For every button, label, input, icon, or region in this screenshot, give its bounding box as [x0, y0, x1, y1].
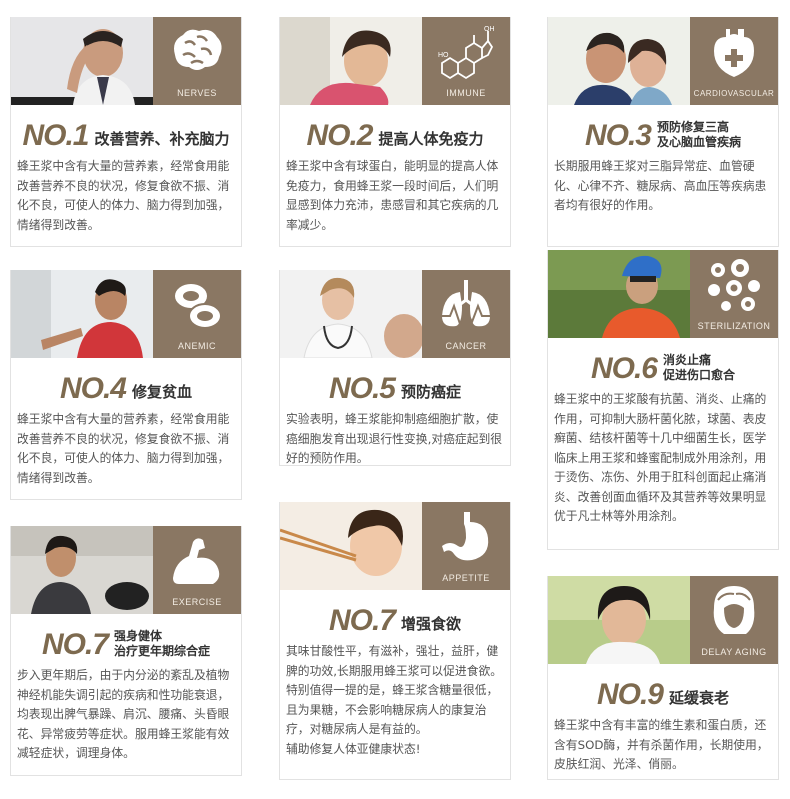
benefit-card-8: APPETITE NO.7 增强食欲 其味甘酸性平，有滋补，强壮，益肝，健脾的功效…: [279, 502, 511, 780]
tile-caption: IMMUNE: [446, 88, 486, 98]
description-paragraph-3: 辅助修复人体亚健康状态!: [286, 741, 421, 756]
tile-caption: STERILIZATION: [697, 321, 771, 331]
item-title: 提高人体免疫力: [378, 130, 484, 148]
photo-elderly-woman: [548, 576, 692, 664]
tile-caption: NERVES: [177, 88, 217, 98]
svg-text:OH: OH: [484, 26, 495, 33]
benefit-card-6: STERILIZATION NO.6 消炎止痛 促进伤口愈合 蜂王浆中的王浆酸有抗菌…: [547, 250, 779, 550]
item-number: NO.4: [59, 372, 127, 405]
description-paragraph-1: 其味甘酸性平，有滋补，强壮，益肝，健脾的功效,长期服用蜂王浆可以促进食欲。: [286, 644, 503, 678]
photo-child-eating: [280, 502, 424, 590]
benefit-card-3: CARDIOVASCULAR NO.3 预防修复三高 及心脑血管疾病 长期服用蜂王浆…: [547, 17, 779, 247]
nerves-tile: NERVES: [153, 17, 241, 105]
appetite-tile: APPETITE: [422, 502, 510, 590]
benefit-card-5: CANCER NO.5 预防癌症 实验表明，蜂王浆能抑制癌细胞扩散，使癌细胞发育出…: [279, 270, 511, 466]
tile-caption: APPETITE: [442, 573, 490, 583]
title-line-1: 强身健体: [114, 629, 163, 643]
stomach-icon: [442, 512, 489, 561]
flexed-arm-icon: [173, 538, 220, 584]
item-description: 蜂王浆中含有大量的营养素，经常食用能改善营养不良的状况，修复食欲不振、消化不良，…: [17, 412, 230, 485]
benefit-card-9: DELAY AGING NO.9 延缓衰老 蜂王浆中含有丰富的维生素和蛋白质，还含…: [547, 576, 779, 780]
item-number: NO.6: [590, 352, 658, 385]
heart-icon: [714, 29, 754, 77]
item-description: 步入更年期后，由于内分泌的紊乱及植物神经机能失调引起的疾病和性功能衰退，均表现出…: [17, 668, 230, 760]
photo-stressed-man: [11, 17, 155, 105]
delay-aging-tile: DELAY AGING: [690, 576, 778, 664]
exercise-tile: EXERCISE: [153, 526, 241, 614]
item-number: NO.7: [41, 628, 109, 661]
item-title: 强身健体 治疗更年期综合症: [114, 629, 210, 659]
item-description: 其味甘酸性平，有滋补，强壮，益肝，健脾的功效,长期服用蜂王浆可以促进食欲。 特别…: [280, 636, 510, 767]
immune-tile: HO OH IMMUNE: [422, 17, 510, 105]
tile-caption: ANEMIC: [177, 341, 216, 351]
item-number: NO.5: [328, 372, 396, 405]
item-number: NO.2: [306, 119, 373, 152]
item-description: 长期服用蜂王浆对三脂异常症、血管硬化、心律不齐、糖尿病、高血压等疾病患者均有很好…: [554, 159, 767, 212]
item-number: NO.3: [584, 119, 652, 152]
photo-woman-exercise: [11, 526, 155, 614]
molecule-icon: HO OH: [438, 26, 495, 80]
photo-cyclist: [548, 250, 692, 338]
tile-caption: CARDIOVASCULAR: [693, 89, 775, 98]
item-description: 蜂王浆中含有大量的营养素，经常食用能改善营养不良的状况，修复食欲不振、消化不良，…: [17, 159, 230, 232]
title-line-2: 及心脑血管疾病: [657, 135, 742, 149]
item-number: NO.9: [596, 678, 664, 711]
item-description: 蜂王浆中含有球蛋白，能明显的提高人体免疫力，食用蜂王浆一段时间后，人们明显感到体…: [286, 159, 499, 232]
title-line-2: 促进伤口愈合: [663, 368, 736, 382]
item-description: 蜂王浆中的王浆酸有抗菌、消炎、止痛的作用，可抑制大肠杆菌化脓，球菌、表皮癣菌、结…: [554, 392, 767, 523]
tile-caption: EXERCISE: [172, 597, 222, 607]
cardiovascular-tile: CARDIOVASCULAR: [690, 17, 778, 105]
item-description: 实验表明，蜂王浆能抑制癌细胞扩散，使癌细胞发育出现退行性变换,对癌症起到很好的预…: [286, 412, 503, 465]
svg-text:HO: HO: [438, 52, 449, 59]
item-title: 预防癌症: [401, 383, 462, 401]
brain-icon: [174, 29, 222, 71]
item-title: 改善营养、补充脑力: [94, 130, 230, 148]
anemic-tile: ANEMIC: [153, 270, 241, 358]
item-title: 预防修复三高 及心脑血管疾病: [657, 120, 741, 150]
sterilization-tile: STERILIZATION: [690, 250, 778, 338]
photo-smiling-woman: [280, 17, 424, 105]
benefit-card-2: HO OH IMMUNE NO.2 提高人体免疫力 蜂王浆中含有球蛋白，能明显的提高…: [279, 17, 511, 247]
tile-caption: CANCER: [445, 341, 487, 351]
cancer-tile: CANCER: [422, 270, 510, 358]
item-title: 延缓衰老: [669, 689, 730, 707]
item-number: NO.1: [22, 119, 89, 152]
item-title: 增强食欲: [401, 615, 462, 633]
photo-doctor: [280, 270, 424, 358]
title-line-1: 预防修复三高: [657, 120, 730, 134]
title-line-2: 治疗更年期综合症: [114, 644, 211, 658]
benefit-card-7: EXERCISE NO.7 强身健体 治疗更年期综合症 步入更年期后，由于内分泌的紊…: [10, 526, 242, 776]
benefit-card-4: ANEMIC NO.4 修复贫血 蜂王浆中含有大量的营养素，经常食用能改善营养不良…: [10, 270, 242, 500]
blood-cell-icon: [175, 284, 222, 329]
photo-athlete-running: [11, 270, 155, 358]
title-line-1: 消炎止痛: [663, 353, 712, 367]
photo-elderly-couple: [548, 17, 692, 105]
woman-face-icon: [713, 586, 755, 634]
tile-caption: DELAY AGING: [701, 647, 767, 657]
description-paragraph-2: 特别值得一提的是，蜂王浆含糖量很低，且为果糖，不会影响糖尿病人的康复治疗，对糖尿…: [286, 683, 499, 736]
item-number: NO.7: [328, 604, 396, 637]
item-title: 消炎止痛 促进伤口愈合: [663, 353, 735, 383]
lungs-icon: [440, 280, 492, 327]
item-title: 修复贫血: [132, 383, 193, 401]
bacteria-icon: [708, 259, 760, 311]
benefit-card-1: NERVES NO.1 改善营养、补充脑力 蜂王浆中含有大量的营养素，经常食用能改…: [10, 17, 242, 247]
item-description: 蜂王浆中含有丰富的维生素和蛋白质，还含有SOD酶，并有杀菌作用，长期使用，皮肤红…: [554, 718, 769, 771]
